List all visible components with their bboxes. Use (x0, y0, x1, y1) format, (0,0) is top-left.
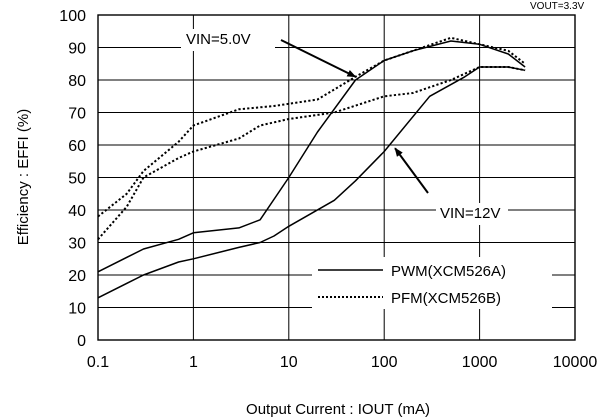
corner-note: VOUT=3.3V (530, 1, 585, 12)
series-line-pwm-50v (97, 40, 526, 273)
x-tick-label: 10 (280, 354, 298, 371)
x-tick-label: 1 (189, 354, 198, 371)
legend-label: PFM(XCM526B) (391, 290, 501, 307)
series-layer (97, 36, 526, 299)
y-tick-label: 80 (68, 73, 86, 90)
plot-frame (97, 14, 576, 341)
y-tick-label: 10 (68, 301, 86, 318)
y-tick-label: 50 (68, 171, 86, 188)
legend-label: PWM(XCM526A) (391, 263, 506, 280)
y-tick-label: 60 (68, 138, 86, 155)
series-line-pfm-12v (97, 66, 526, 240)
annotation-bg (181, 29, 275, 51)
x-tick-label: 100 (371, 354, 398, 371)
x-tick-label: 10000 (553, 354, 598, 371)
annotation-label: VIN=12V (440, 205, 500, 222)
y-tick-label: 20 (68, 268, 86, 285)
x-axis-label: Output Current : IOUT (mA) (246, 401, 430, 418)
annotation-arrow (394, 147, 429, 194)
y-tick-label: 40 (68, 203, 86, 220)
annotation-layer: VIN=5.0V VIN=12V (181, 29, 508, 225)
legend: PWM(XCM526A) PFM(XCM526B) (312, 257, 552, 309)
tick-labels: 0.1 1 10 100 1000 10000 0 10 20 30 40 50 60 70 80 90 100 (59, 8, 597, 371)
y-tick-label: 0 (77, 333, 86, 350)
y-axis-label: Efficiency : EFFI (%) (15, 109, 32, 245)
series-line-pwm-12v (97, 66, 526, 299)
y-tick-label: 70 (68, 106, 86, 123)
x-tick-label: 1000 (462, 354, 498, 371)
x-tick-label: 0.1 (87, 354, 109, 371)
y-tick-label: 100 (59, 8, 86, 25)
y-tick-label: 30 (68, 236, 86, 253)
annotation-bg (436, 203, 508, 225)
y-tick-label: 90 (68, 41, 86, 58)
annotation-arrow (280, 39, 357, 78)
legend-box (312, 257, 552, 309)
annotation-label: VIN=5.0V (186, 31, 251, 48)
series-line-pfm-50v (97, 36, 526, 218)
